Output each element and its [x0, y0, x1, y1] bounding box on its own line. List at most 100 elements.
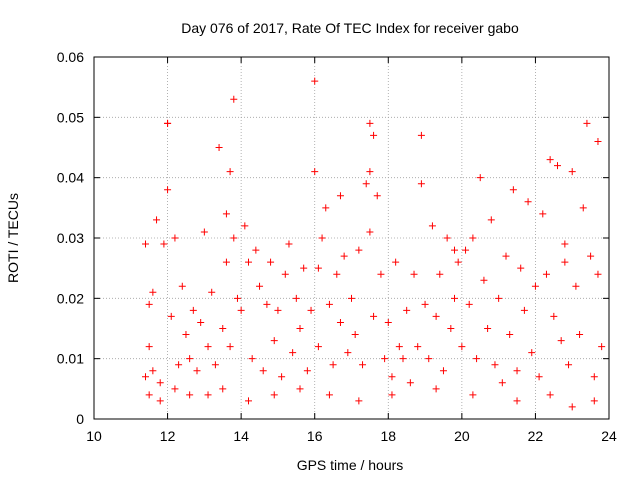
- data-point: [561, 258, 569, 266]
- data-point: [458, 343, 466, 351]
- data-point: [219, 325, 227, 332]
- plot-frame: [93, 56, 610, 420]
- data-point: [167, 312, 175, 320]
- data-point: [311, 77, 319, 85]
- data-point: [594, 137, 602, 145]
- data-point: [473, 355, 481, 363]
- data-point: [278, 373, 286, 381]
- x-tick-label: 18: [380, 428, 396, 444]
- data-point: [285, 240, 293, 248]
- data-point: [598, 343, 606, 351]
- data-point: [153, 216, 161, 224]
- data-points: [142, 77, 606, 411]
- data-point: [362, 180, 370, 188]
- data-point: [178, 282, 186, 290]
- x-tick-label: 16: [307, 428, 323, 444]
- data-point: [370, 131, 378, 139]
- data-point: [160, 240, 168, 248]
- data-point: [182, 331, 190, 339]
- data-point: [443, 234, 451, 242]
- data-point: [296, 325, 304, 332]
- data-point: [465, 300, 473, 308]
- y-tick-label: 0.04: [57, 170, 84, 186]
- data-point: [263, 300, 271, 308]
- data-point: [373, 192, 381, 200]
- data-point: [171, 234, 179, 242]
- data-point: [535, 373, 543, 381]
- data-point: [256, 282, 264, 290]
- data-point: [303, 367, 311, 375]
- data-point: [384, 318, 392, 326]
- data-point: [428, 222, 436, 230]
- data-point: [520, 306, 528, 314]
- data-point: [462, 246, 470, 254]
- x-axis-ticks: 10 12 14 16 18 20 22 24: [86, 57, 617, 444]
- data-point: [509, 186, 517, 194]
- data-point: [270, 337, 278, 345]
- data-point: [145, 300, 153, 308]
- data-point: [414, 343, 422, 351]
- data-point: [388, 391, 396, 399]
- data-point: [539, 210, 547, 218]
- data-point: [292, 294, 300, 302]
- data-point: [281, 270, 289, 278]
- data-point: [204, 343, 212, 351]
- data-point: [366, 119, 374, 127]
- data-point: [245, 397, 252, 405]
- data-point: [451, 294, 458, 302]
- data-point: [406, 379, 414, 387]
- data-point: [186, 355, 194, 363]
- data-point: [590, 397, 598, 405]
- data-point: [336, 192, 344, 200]
- data-point: [314, 343, 322, 351]
- data-point: [495, 294, 503, 302]
- data-point: [572, 282, 580, 290]
- x-tick-label: 14: [233, 428, 249, 444]
- data-point: [149, 367, 157, 375]
- x-tick-label: 10: [86, 428, 102, 444]
- data-point: [366, 168, 374, 176]
- x-tick-label: 12: [160, 428, 176, 444]
- x-tick-label: 20: [454, 428, 470, 444]
- data-point: [469, 391, 477, 399]
- data-point: [289, 349, 297, 357]
- data-point: [447, 325, 455, 332]
- data-point: [333, 270, 341, 278]
- y-tick-label: 0.05: [57, 109, 84, 125]
- data-point: [451, 246, 458, 254]
- data-point: [359, 361, 367, 369]
- data-point: [348, 294, 355, 302]
- data-point: [454, 258, 462, 266]
- y-tick-label: 0.03: [57, 230, 84, 246]
- data-point: [233, 294, 241, 302]
- chart-title: Day 076 of 2017, Rate Of TEC Index for r…: [181, 20, 519, 36]
- data-point: [579, 204, 587, 212]
- data-point: [583, 119, 591, 127]
- data-point: [204, 391, 212, 399]
- data-point: [554, 162, 561, 170]
- data-point: [421, 300, 429, 308]
- data-point: [425, 355, 433, 363]
- data-point: [351, 331, 359, 339]
- data-point: [550, 312, 558, 320]
- data-point: [274, 306, 282, 314]
- data-point: [142, 373, 149, 381]
- data-point: [208, 288, 216, 296]
- data-point: [142, 240, 149, 248]
- y-axis-label: ROTI / TECUs: [5, 193, 21, 283]
- data-point: [226, 343, 234, 351]
- data-point: [296, 385, 304, 393]
- data-point: [318, 234, 326, 242]
- x-tick-label: 22: [528, 428, 544, 444]
- data-point: [325, 391, 333, 399]
- data-point: [156, 397, 164, 405]
- data-point: [311, 168, 319, 176]
- data-point: [476, 174, 484, 182]
- x-axis-label: GPS time / hours: [297, 457, 404, 473]
- data-point: [200, 228, 208, 236]
- data-point: [546, 156, 554, 164]
- data-point: [314, 264, 322, 272]
- data-point: [329, 361, 337, 369]
- data-point: [145, 343, 153, 351]
